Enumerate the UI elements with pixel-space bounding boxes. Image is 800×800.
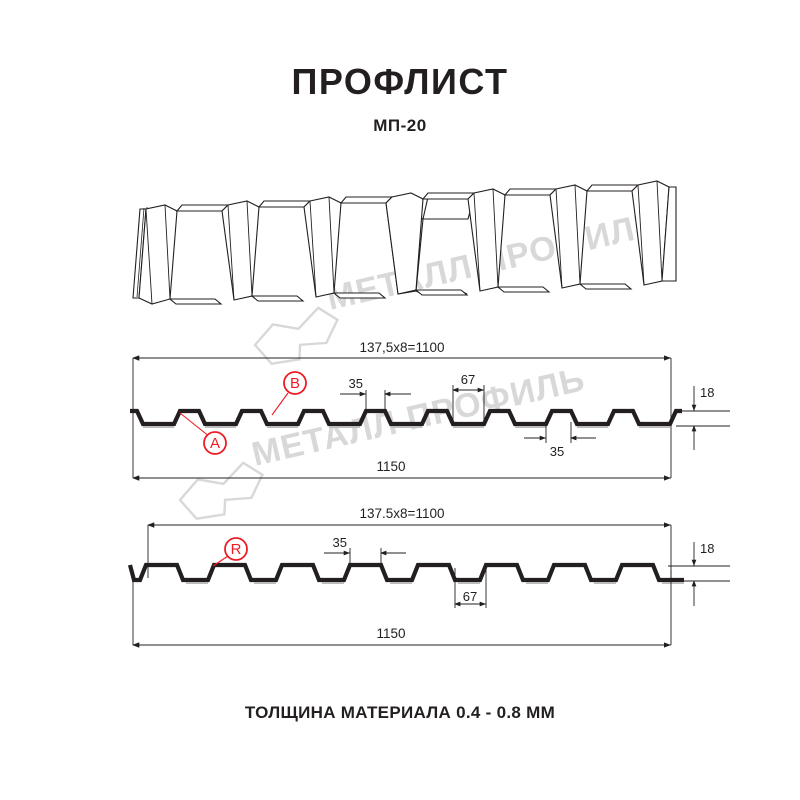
dim-label-pitch-left-bottom: 35 bbox=[333, 535, 347, 550]
dim-label-overall-top-upper: 137,5x8=1100 bbox=[360, 340, 445, 355]
dim-height-bottom bbox=[668, 542, 730, 606]
marker-b-circle bbox=[283, 371, 307, 395]
marker-a: A bbox=[179, 412, 227, 455]
marker-r-circle bbox=[224, 537, 248, 561]
footer-block: ТОЛЩИНА МАТЕРИАЛА 0.4 - 0.8 ММ bbox=[0, 703, 800, 723]
dim-overall-top-upper bbox=[132, 355, 672, 412]
dim-label-height-bottom: 18 bbox=[700, 541, 714, 556]
dim-label-crest-bottom: 67 bbox=[463, 589, 477, 604]
dim-label-crest-top: 67 bbox=[461, 372, 475, 387]
dim-pitch-left-top bbox=[340, 390, 411, 414]
dim-crest-top bbox=[452, 385, 485, 426]
dim-height-top bbox=[676, 386, 730, 450]
section-top: 137,5x8=1100 35 67 35 bbox=[130, 340, 730, 481]
dim-overall-top-lower bbox=[147, 522, 672, 578]
corrugation-waves bbox=[138, 180, 677, 305]
dim-label-overall-bottom-lower: 1150 bbox=[376, 626, 405, 641]
isometric-profile-view bbox=[132, 180, 677, 305]
profile-outline-top bbox=[130, 408, 682, 427]
dim-label-overall-top-lower: 137.5x8=1100 bbox=[360, 506, 445, 521]
dim-label-pitch-right-top: 35 bbox=[550, 444, 564, 459]
material-thickness-note: ТОЛЩИНА МАТЕРИАЛА 0.4 - 0.8 ММ bbox=[244, 703, 556, 722]
watermark-lower: МЕТАЛЛ ПРОФИЛЬ bbox=[178, 360, 589, 521]
watermark-logo-icon bbox=[178, 461, 264, 521]
marker-b-label: B bbox=[290, 375, 300, 392]
profile-outline-bottom bbox=[127, 562, 684, 583]
dim-label-overall-bottom-top: 1150 bbox=[376, 459, 405, 474]
dim-label-pitch-left-top: 35 bbox=[349, 376, 363, 391]
marker-r-label: R bbox=[231, 541, 242, 558]
dim-crest-bottom bbox=[454, 568, 487, 608]
marker-r: R bbox=[212, 537, 248, 567]
section-bottom: 137.5x8=1100 35 67 18 bbox=[127, 506, 730, 648]
dim-overall-bottom-top bbox=[132, 412, 672, 481]
dim-overall-bottom-lower bbox=[132, 570, 672, 648]
marker-a-circle bbox=[203, 431, 227, 455]
dim-pitch-right-top bbox=[524, 422, 596, 443]
dim-label-height-top: 18 bbox=[700, 385, 714, 400]
marker-a-label: A bbox=[210, 435, 220, 452]
marker-b: B bbox=[271, 371, 307, 416]
dim-pitch-left-bottom bbox=[324, 548, 406, 570]
watermark-logo-icon bbox=[253, 306, 339, 366]
